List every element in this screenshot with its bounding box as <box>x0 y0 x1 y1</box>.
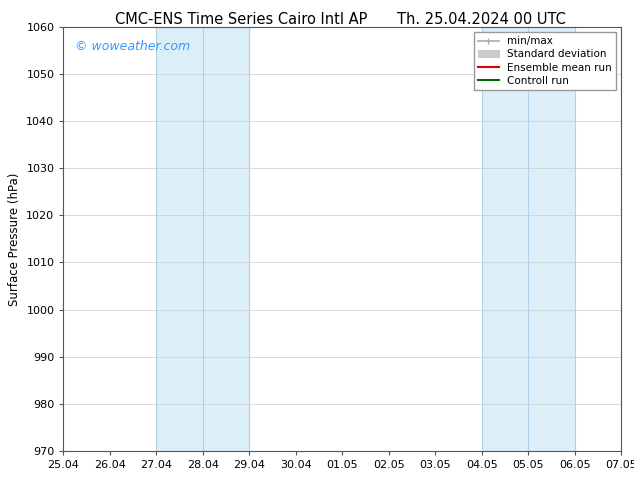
Text: Th. 25.04.2024 00 UTC: Th. 25.04.2024 00 UTC <box>398 12 566 27</box>
Y-axis label: Surface Pressure (hPa): Surface Pressure (hPa) <box>8 172 21 306</box>
Legend: min/max, Standard deviation, Ensemble mean run, Controll run: min/max, Standard deviation, Ensemble me… <box>474 32 616 90</box>
Bar <box>203 27 249 451</box>
Text: CMC-ENS Time Series Cairo Intl AP: CMC-ENS Time Series Cairo Intl AP <box>115 12 367 27</box>
Bar <box>482 27 528 451</box>
Text: © woweather.com: © woweather.com <box>75 40 190 52</box>
Bar <box>157 27 203 451</box>
Bar <box>528 27 575 451</box>
